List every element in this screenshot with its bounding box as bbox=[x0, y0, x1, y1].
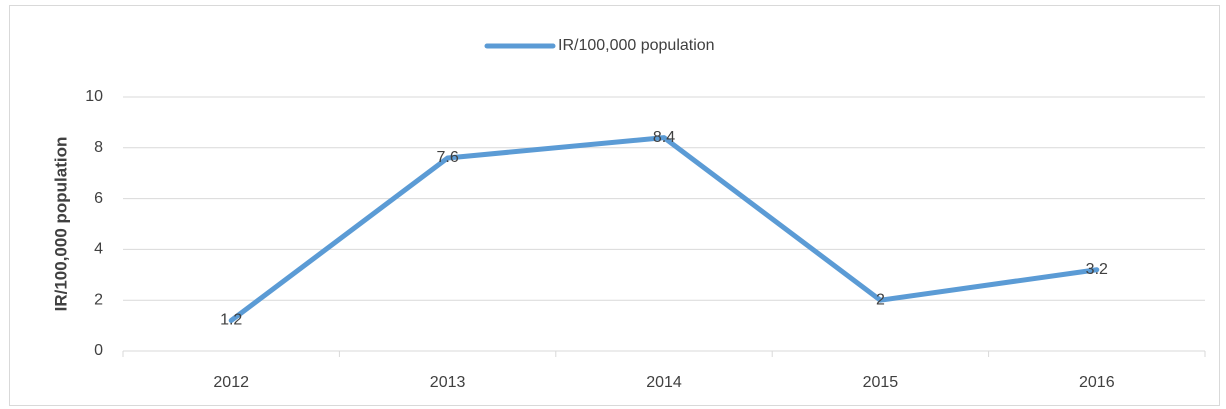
x-tick-label: 2016 bbox=[1079, 374, 1115, 391]
series-line bbox=[228, 135, 1100, 324]
y-tick-label: 2 bbox=[94, 291, 103, 308]
chart-border bbox=[9, 5, 1220, 406]
y-tick-label: 6 bbox=[94, 190, 103, 207]
legend-label: IR/100,000 population bbox=[558, 37, 715, 54]
data-label: 1.2 bbox=[220, 312, 242, 329]
x-tick-label: 2013 bbox=[430, 374, 466, 391]
y-tick-label: 0 bbox=[94, 342, 103, 359]
data-label: 8.4 bbox=[653, 129, 675, 146]
x-tick-label: 2012 bbox=[213, 374, 249, 391]
y-tick-label: 4 bbox=[94, 241, 103, 258]
data-label: 7.6 bbox=[436, 149, 458, 166]
data-label: 2 bbox=[876, 291, 885, 308]
y-tick-label: 8 bbox=[94, 139, 103, 156]
data-label: 3.2 bbox=[1086, 261, 1108, 278]
x-tick-label: 2014 bbox=[646, 374, 682, 391]
x-tick-label: 2015 bbox=[863, 374, 899, 391]
y-axis-label: IR/100,000 population bbox=[51, 137, 70, 312]
y-tick-label: 10 bbox=[85, 88, 103, 105]
